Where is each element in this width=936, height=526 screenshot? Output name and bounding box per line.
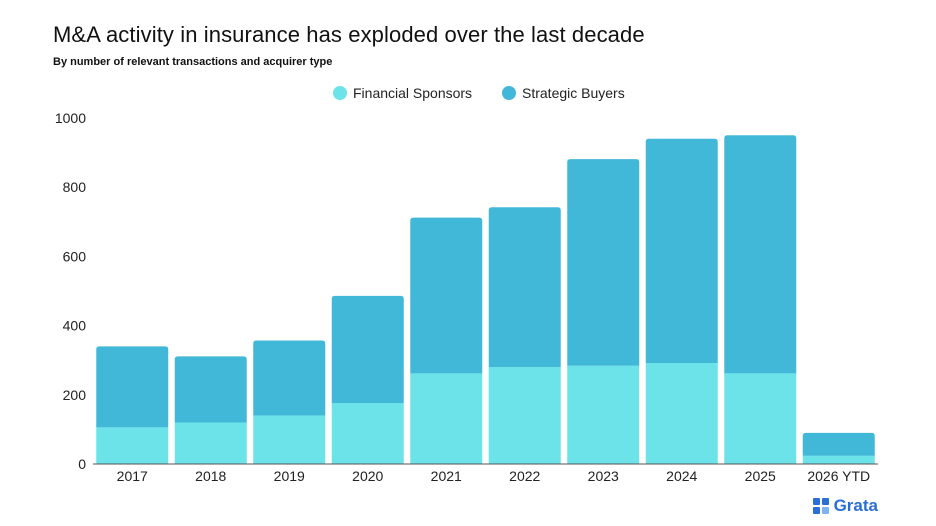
bar-financial-sponsors-2026-ytd: [802, 455, 875, 464]
y-tick-label-400: 400: [63, 318, 87, 334]
bar-group-2026-ytd: [802, 432, 875, 464]
legend-swatch-strategic-buyers: [502, 86, 516, 100]
bar-strategic-buyers-2025: [724, 135, 797, 374]
x-tick-label-2019: 2019: [274, 468, 305, 484]
legend-label-financial-sponsors: Financial Sponsors: [353, 85, 472, 101]
brand-name: Grata: [833, 496, 878, 515]
x-tick-label-2023: 2023: [588, 468, 619, 484]
y-axis: 0 200 400 600 800 1000: [55, 110, 86, 472]
x-tick-label-2026-ytd: 2026 YTD: [807, 468, 870, 484]
bar-strategic-buyers-2021: [410, 217, 483, 374]
x-tick-label-2018: 2018: [195, 468, 226, 484]
y-tick-label-200: 200: [63, 387, 87, 403]
legend-swatch-financial-sponsors: [333, 86, 347, 100]
bar-strategic-buyers-2019: [253, 340, 326, 416]
legend-item-strategic-buyers: Strategic Buyers: [502, 85, 625, 101]
bar-strategic-buyers-2020: [331, 295, 404, 404]
bar-strategic-buyers-2018: [174, 356, 247, 423]
chart-title: M&A activity in insurance has exploded o…: [53, 22, 645, 47]
y-tick-label-1000: 1000: [55, 110, 86, 126]
bar-financial-sponsors-2024: [645, 362, 718, 464]
x-axis: 2017 2018 2019 2020 2021 2022 2023 2024 2025 2026…: [93, 463, 878, 484]
grata-logo-icon: [812, 498, 829, 514]
bar-financial-sponsors-2021: [410, 373, 483, 464]
bar-group-2024: [645, 138, 718, 464]
x-tick-label-2021: 2021: [431, 468, 462, 484]
x-tick-label-2017: 2017: [117, 468, 148, 484]
bar-group-2020: [331, 295, 404, 464]
bar-strategic-buyers-2022: [488, 207, 561, 368]
brand-logo: Grata: [812, 496, 878, 516]
bar-group-2022: [488, 207, 561, 464]
bar-financial-sponsors-2025: [724, 373, 797, 464]
legend-item-financial-sponsors: Financial Sponsors: [333, 85, 472, 101]
x-tick-label-2020: 2020: [352, 468, 383, 484]
legend-label-strategic-buyers: Strategic Buyers: [522, 85, 625, 101]
bar-financial-sponsors-2017: [96, 427, 169, 464]
bar-financial-sponsors-2018: [174, 422, 247, 464]
bar-strategic-buyers-2023: [567, 159, 640, 366]
x-tick-label-2024: 2024: [666, 468, 697, 484]
bars: [96, 135, 875, 464]
y-tick-label-600: 600: [63, 248, 87, 264]
x-tick-label-2025: 2025: [745, 468, 776, 484]
bar-financial-sponsors-2019: [253, 415, 326, 464]
bar-strategic-buyers-2024: [645, 138, 718, 363]
bar-financial-sponsors-2023: [567, 365, 640, 464]
bar-financial-sponsors-2020: [331, 403, 404, 464]
bar-group-2018: [174, 356, 247, 464]
y-tick-label-800: 800: [63, 179, 87, 195]
bar-financial-sponsors-2022: [488, 367, 561, 464]
y-tick-label-0: 0: [78, 456, 86, 472]
chart-subtitle: By number of relevant transactions and a…: [53, 56, 333, 68]
bar-group-2017: [96, 346, 169, 464]
bar-strategic-buyers-2017: [96, 346, 169, 428]
bar-strategic-buyers-2026-ytd: [802, 432, 875, 456]
bar-group-2023: [567, 159, 640, 464]
bar-group-2021: [410, 217, 483, 464]
x-tick-label-2022: 2022: [509, 468, 540, 484]
bar-group-2025: [724, 135, 797, 464]
legend: Financial Sponsors Strategic Buyers: [333, 85, 625, 101]
bar-group-2019: [253, 340, 326, 464]
